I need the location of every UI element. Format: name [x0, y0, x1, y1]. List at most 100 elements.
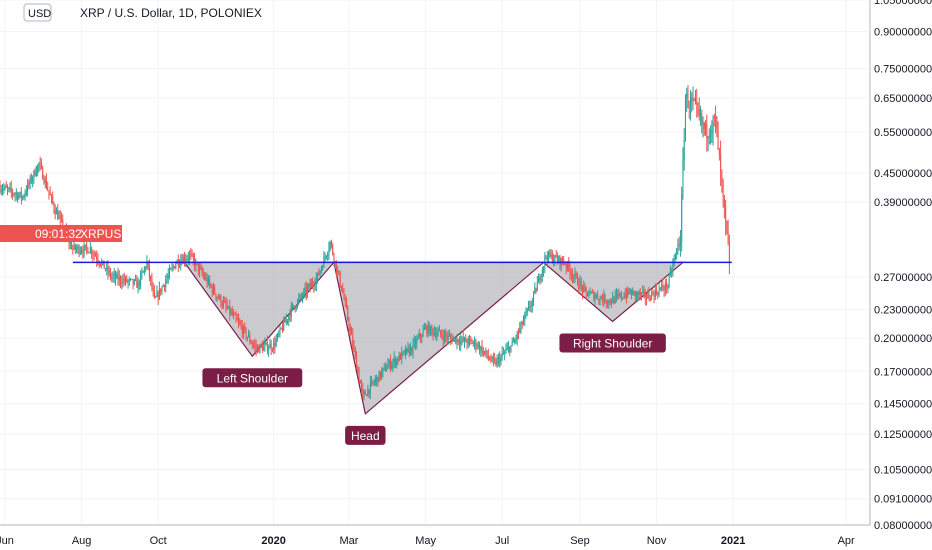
candle: [571, 268, 573, 284]
candle: [170, 267, 172, 270]
candle: [651, 290, 653, 301]
candle: [433, 325, 435, 337]
candle: [534, 282, 536, 294]
candle: [625, 287, 627, 304]
candle: [121, 275, 123, 290]
candle: [399, 352, 401, 360]
candle: [89, 240, 91, 254]
candle: [585, 286, 587, 300]
candle: [76, 244, 78, 254]
candle: [74, 243, 76, 255]
candle: [143, 266, 145, 276]
y-tick-label: 0.65000000: [874, 93, 932, 105]
candle: [167, 267, 169, 284]
candle: [397, 355, 399, 366]
candle: [491, 355, 493, 363]
candle: [285, 313, 287, 326]
candle: [94, 251, 96, 257]
candle: [494, 352, 496, 365]
candle: [461, 335, 463, 346]
candle: [191, 249, 193, 257]
y-tick-label: 0.09100000: [874, 494, 932, 506]
candle: [408, 344, 410, 358]
candle: [526, 307, 528, 317]
candle: [35, 165, 37, 178]
candle: [428, 321, 430, 336]
candle: [628, 287, 630, 295]
candle: [502, 347, 504, 356]
candle: [515, 334, 517, 344]
candle: [275, 333, 277, 348]
candle: [667, 284, 669, 294]
candle: [672, 258, 674, 277]
candle: [152, 282, 154, 297]
candle: [106, 260, 108, 276]
price-tag: 09:01:32 XRPUSD: [0, 225, 130, 242]
candle: [333, 252, 335, 267]
candle: [351, 326, 353, 336]
candle: [403, 349, 405, 356]
candle: [462, 330, 464, 343]
candle: [715, 105, 717, 134]
candle: [728, 234, 730, 275]
candle: [679, 229, 681, 257]
candle: [166, 273, 168, 284]
candle: [216, 296, 218, 303]
candle: [600, 295, 602, 300]
candle: [312, 277, 314, 290]
candle: [520, 321, 522, 334]
price-tag-box: [0, 225, 122, 242]
candle: [533, 291, 535, 307]
candle: [614, 289, 616, 304]
candle: [339, 270, 341, 289]
candle: [245, 326, 247, 341]
candle: [496, 354, 498, 368]
candle: [618, 288, 620, 300]
candle: [364, 389, 366, 395]
candle: [373, 378, 375, 387]
candle: [637, 291, 639, 302]
candle: [687, 85, 689, 109]
candle: [561, 255, 563, 266]
candle: [14, 191, 16, 202]
candle: [553, 253, 555, 267]
candle: [255, 339, 257, 357]
candle: [716, 115, 718, 138]
currency-badge[interactable]: [23, 3, 52, 22]
candle: [212, 282, 214, 296]
candle: [691, 92, 693, 113]
candle: [465, 334, 467, 343]
label-head[interactable]: Head: [345, 425, 386, 445]
candle: [116, 271, 118, 280]
candle: [342, 283, 344, 294]
candle: [367, 384, 369, 398]
candle: [391, 360, 393, 371]
candle: [415, 336, 417, 351]
candle: [295, 305, 297, 312]
label-left-shoulder[interactable]: Left Shoulder: [202, 368, 303, 388]
candle: [276, 333, 278, 342]
candle: [568, 257, 570, 273]
candle: [684, 94, 686, 142]
candle: [669, 265, 671, 277]
candle: [117, 267, 119, 286]
candle: [343, 287, 345, 300]
candle: [34, 167, 36, 177]
x-tick-label: Nov: [647, 535, 667, 547]
candle: [455, 337, 457, 345]
candle: [354, 346, 356, 360]
candle: [642, 285, 644, 295]
pattern-label-text: Left Shoulder: [217, 371, 288, 385]
candle: [693, 97, 695, 102]
label-right-shoulder[interactable]: Right Shoulder: [559, 333, 666, 353]
candle: [138, 279, 140, 291]
candle: [236, 313, 238, 321]
candle: [141, 267, 143, 280]
candle: [489, 356, 491, 361]
candle: [5, 181, 7, 189]
candle: [588, 289, 590, 299]
x-tick-label: Sep: [570, 535, 590, 547]
candle: [440, 330, 442, 338]
candle: [153, 284, 155, 299]
